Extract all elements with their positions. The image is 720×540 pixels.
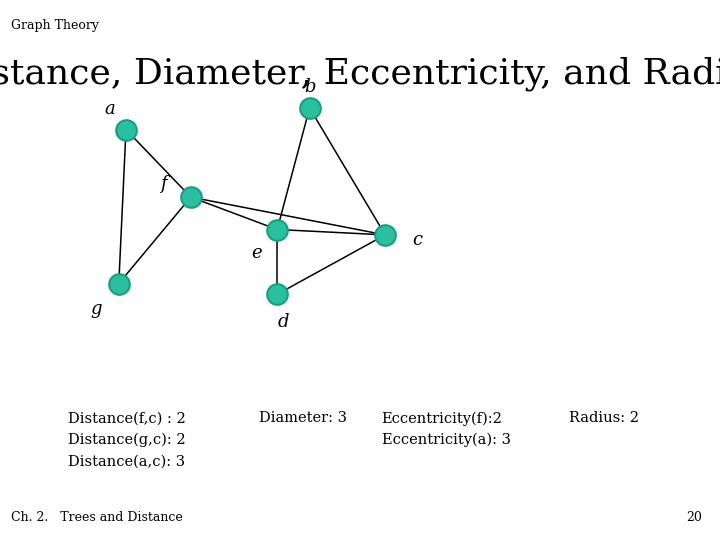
Text: Diameter: 3: Diameter: 3 <box>259 411 347 426</box>
Point <box>271 225 283 234</box>
Text: Radius: 2: Radius: 2 <box>569 411 639 426</box>
Point <box>271 290 283 299</box>
Text: Ch. 2.   Trees and Distance: Ch. 2. Trees and Distance <box>11 511 183 524</box>
Text: Eccentricity(f):2: Eccentricity(f):2 <box>382 411 503 426</box>
Text: 20: 20 <box>686 511 702 524</box>
Point <box>379 231 391 239</box>
Text: Eccentricity(a): 3: Eccentricity(a): 3 <box>382 433 510 447</box>
Text: Distance, Diameter, Eccentricity, and Radius: Distance, Diameter, Eccentricity, and Ra… <box>0 57 720 91</box>
Point <box>304 104 315 112</box>
Text: f: f <box>160 175 167 193</box>
Point <box>120 125 132 134</box>
Text: Distance(a,c): 3: Distance(a,c): 3 <box>68 455 186 469</box>
Text: b: b <box>304 78 315 97</box>
Text: Distance(g,c): 2: Distance(g,c): 2 <box>68 433 186 447</box>
Text: d: d <box>277 313 289 332</box>
Point <box>185 193 197 201</box>
Text: Graph Theory: Graph Theory <box>11 19 99 32</box>
Text: c: c <box>413 231 423 249</box>
Point <box>113 279 125 288</box>
Text: a: a <box>105 100 115 118</box>
Text: Distance(f,c) : 2: Distance(f,c) : 2 <box>68 411 186 426</box>
Text: g: g <box>90 300 102 319</box>
Text: e: e <box>252 244 262 262</box>
